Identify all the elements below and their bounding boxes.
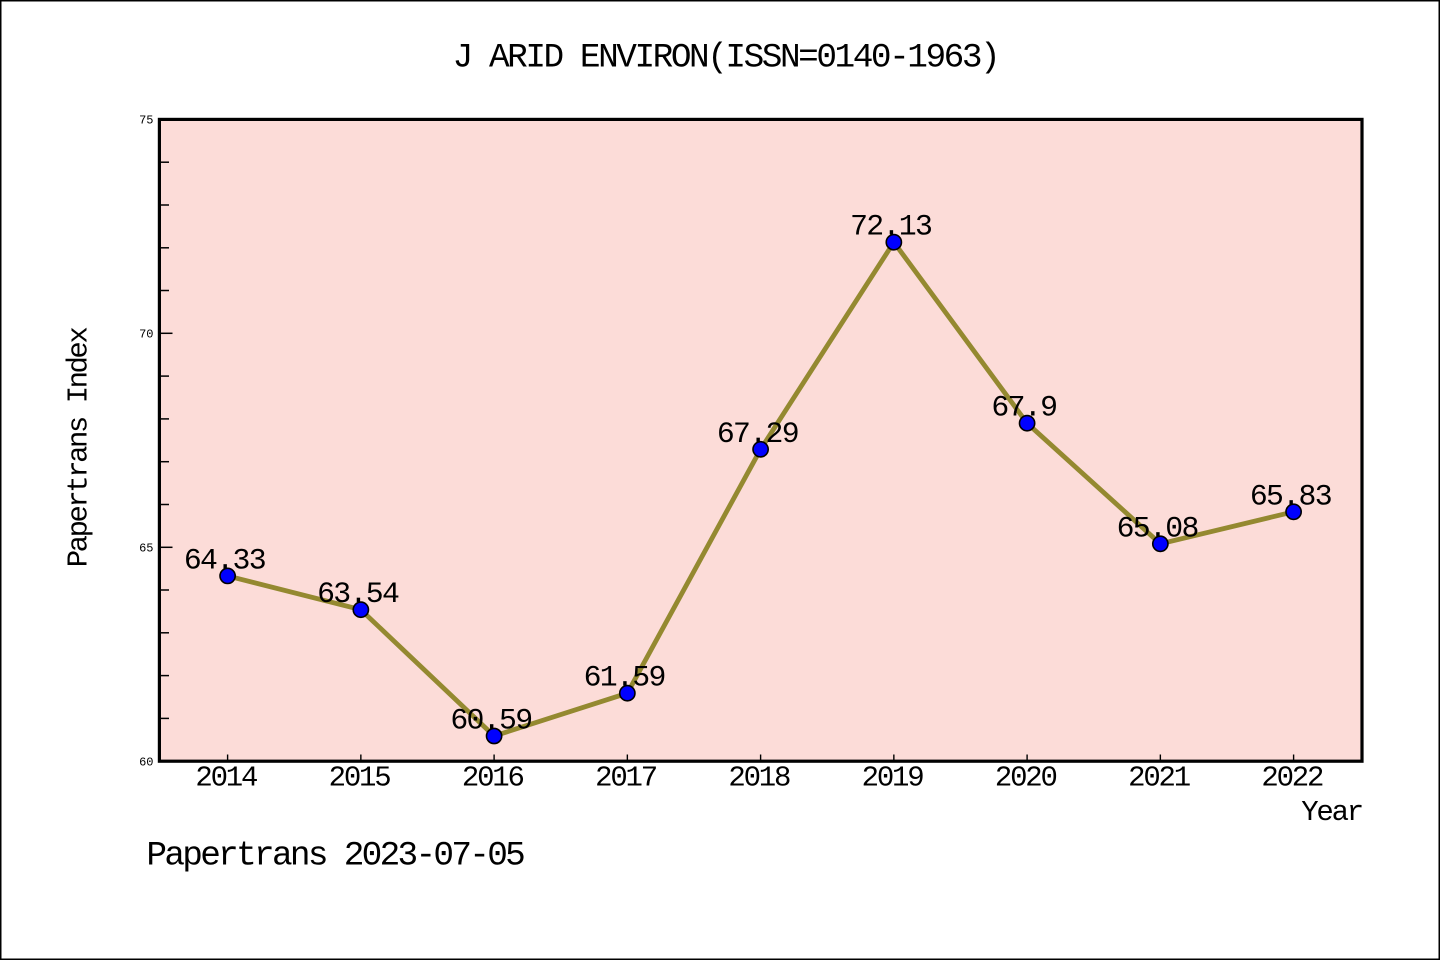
svg-text:65: 65 — [139, 542, 153, 556]
svg-text:2018: 2018 — [728, 762, 790, 795]
svg-text:67.9: 67.9 — [991, 391, 1056, 425]
svg-text:Year: Year — [1301, 796, 1362, 829]
svg-text:65.83: 65.83 — [1250, 479, 1331, 513]
svg-text:72.13: 72.13 — [850, 210, 931, 244]
svg-text:61.59: 61.59 — [584, 661, 665, 695]
svg-text:2017: 2017 — [595, 762, 657, 795]
svg-text:60: 60 — [139, 755, 153, 769]
svg-text:65.08: 65.08 — [1117, 511, 1198, 545]
svg-text:2020: 2020 — [995, 762, 1057, 795]
svg-text:63.54: 63.54 — [317, 577, 399, 611]
svg-text:2016: 2016 — [462, 762, 524, 795]
svg-text:64.33: 64.33 — [184, 543, 265, 577]
svg-text:2021: 2021 — [1128, 762, 1190, 795]
svg-text:75: 75 — [139, 114, 153, 128]
svg-text:Papertrans Index: Papertrans Index — [63, 327, 96, 568]
svg-text:2015: 2015 — [329, 762, 391, 795]
svg-text:Papertrans 2023-07-05: Papertrans 2023-07-05 — [146, 837, 524, 876]
svg-text:2014: 2014 — [195, 762, 257, 795]
svg-text:2019: 2019 — [862, 762, 924, 795]
svg-text:70: 70 — [139, 328, 153, 342]
svg-text:2022: 2022 — [1261, 762, 1323, 795]
svg-text:J ARID ENVIRON(ISSN=0140-1963): J ARID ENVIRON(ISSN=0140-1963) — [453, 39, 999, 78]
svg-text:60.59: 60.59 — [450, 704, 531, 738]
svg-text:67.29: 67.29 — [717, 417, 798, 451]
